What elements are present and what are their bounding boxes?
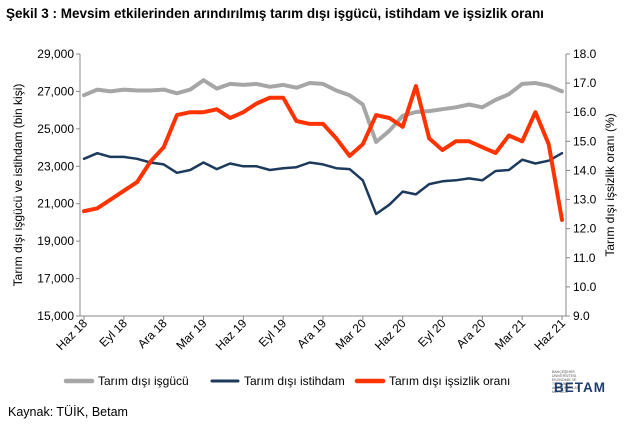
right-tick-label: 18.0 [573, 47, 597, 61]
x-tick-label: Mar 19 [173, 316, 210, 353]
right-tick-label: 14.0 [573, 163, 597, 177]
series-line-3 [82, 84, 564, 222]
right-tick-label: 16.0 [573, 105, 597, 119]
left-tick-label: 23,000 [37, 159, 74, 173]
legend-label-2: Tarım dışı istihdam [244, 374, 345, 388]
x-tick-label: Eyl 19 [256, 316, 290, 350]
source-note: Kaynak: TÜİK, Betam [8, 405, 128, 419]
x-tick-label: Ara 20 [454, 316, 489, 351]
left-axis-label: Tarım dışı işgücü ve istihdam (bin kişi) [11, 84, 25, 287]
x-tick-label: Eyl 18 [96, 316, 130, 350]
series-line-1 [82, 78, 564, 144]
legend-label-1: Tarım dışı işgücü [98, 374, 189, 388]
betam-logo: BAHÇEŞEHİR ÜNİVERSİTESİ EKONOMİK VE TOPL… [548, 370, 612, 400]
right-tick-label: 10.0 [573, 280, 597, 294]
x-tick-label: Ara 19 [294, 316, 329, 351]
left-tick-label: 29,000 [37, 47, 74, 61]
right-tick-label: 13.0 [573, 193, 597, 207]
right-tick-label: 9.0 [573, 309, 590, 323]
left-tick-label: 19,000 [37, 234, 74, 248]
left-tick-label: 21,000 [37, 197, 74, 211]
left-tick-label: 25,000 [37, 122, 74, 136]
left-tick-label: 15,000 [37, 309, 74, 323]
x-tick-label: Haz 19 [213, 316, 250, 353]
logo-small-text: BAHÇEŞEHİR ÜNİVERSİTESİ EKONOMİK VE TOPL… [552, 370, 580, 394]
right-tick-label: 17.0 [573, 76, 597, 90]
x-tick-label: Mar 20 [333, 316, 370, 353]
x-tick-label: Mar 21 [492, 316, 529, 353]
chart-series [82, 78, 564, 222]
logo-brand: BETAM [554, 380, 606, 395]
x-tick-label: Haz 20 [372, 316, 409, 353]
right-axis-label: Tarım dışı işsizlik oranı (%) [603, 113, 617, 256]
right-tick-label: 12.0 [573, 222, 597, 236]
legend-label-3: Tarım dışı işsizlik oranı [389, 374, 510, 388]
chart-title: Şekil 3 : Mevsim etkilerinden arındırılm… [6, 6, 544, 21]
right-tick-label: 11.0 [573, 251, 596, 265]
left-tick-label: 17,000 [37, 272, 74, 286]
x-tick-label: Ara 18 [135, 316, 170, 351]
chart-legend: Tarım dışı işgücü Tarım dışı istihdam Tarı… [63, 374, 510, 388]
left-tick-label: 27,000 [37, 84, 74, 98]
right-tick-label: 15.0 [573, 134, 597, 148]
chart-axes: 15,000 17,000 19,000 21,000 23,000 25,000 27,0… [11, 47, 617, 353]
x-tick-label: Eyl 20 [415, 316, 449, 350]
series-line-2 [82, 151, 564, 216]
x-tick-label: Haz 21 [531, 316, 568, 353]
